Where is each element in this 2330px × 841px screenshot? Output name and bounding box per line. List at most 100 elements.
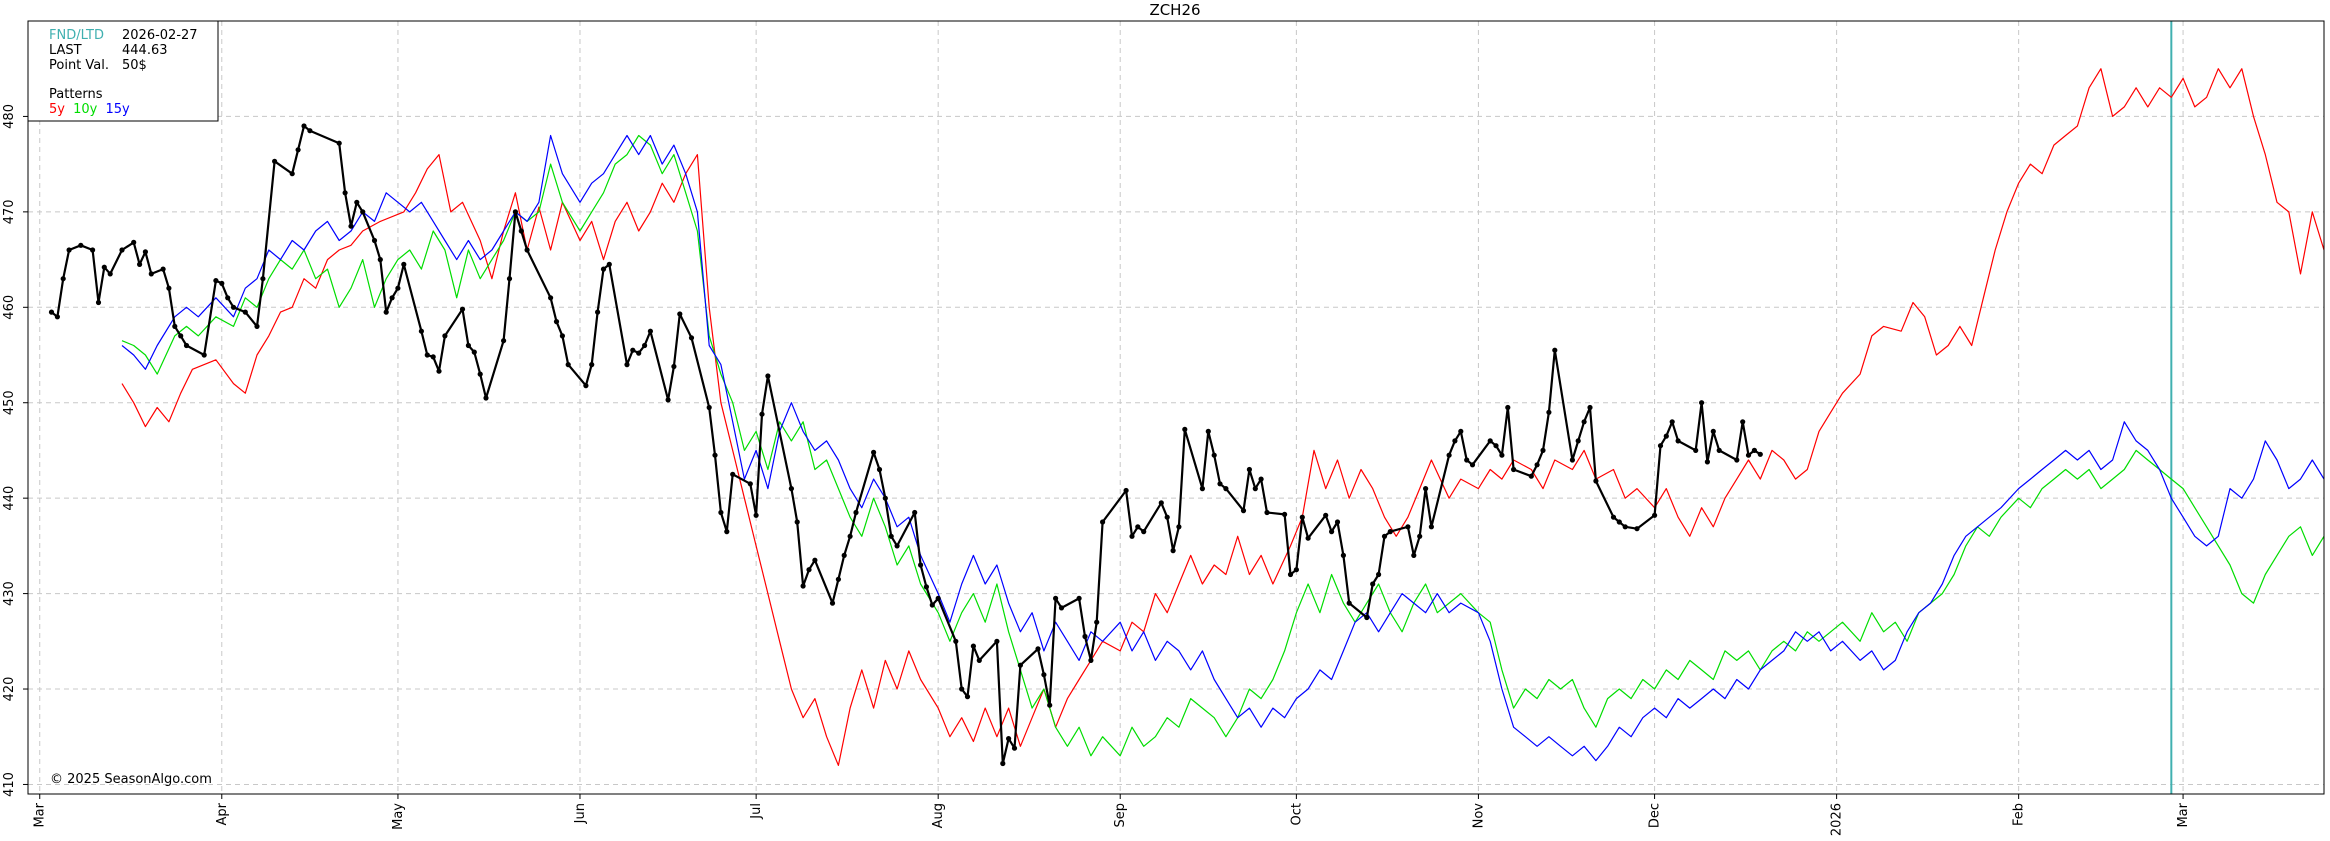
series-price-point-198 [1734,457,1740,463]
series-price-point-7 [101,264,107,270]
series-price-point-59 [553,319,560,325]
series-price-point-169 [1487,438,1493,444]
series-price-point-40 [389,295,395,301]
series-price-point-83 [759,411,765,417]
series-price-point-66 [606,261,612,267]
series-price-point-193 [1693,447,1699,453]
series-price-point-129 [1158,500,1164,506]
series-15y-line [121,134,2325,762]
series-price-point-146 [1293,567,1299,573]
series-price-point-0 [48,309,55,315]
series-price-point-119 [1058,605,1065,611]
series-price-point-147 [1299,514,1305,520]
series-price-point-10 [131,239,137,245]
series-price-point-77 [712,452,718,458]
series-price-point-179 [1569,457,1575,463]
series-price-point-155 [1370,581,1376,587]
series-price-point-91 [835,576,842,582]
x-tick-label-0: Mar [33,802,48,827]
series-price-point-80 [730,471,736,477]
series-price-point-34 [348,223,354,229]
series-group [48,68,2325,767]
series-price-point-92 [841,552,847,559]
series-price-point-37 [371,237,378,244]
series-price-point-120 [1076,595,1082,602]
series-price-point-173 [1511,466,1517,473]
series-price-point-176 [1540,447,1546,453]
series-price-point-182 [1587,404,1593,411]
series-price-point-144 [1282,511,1288,517]
series-price-point-190 [1663,433,1669,439]
info-box: FND/LTD 2026-02-27 LAST 444.63 Point Val… [27,20,219,122]
series-price-point-127 [1135,524,1141,530]
series-price-point-105 [953,638,959,644]
legend-15y: 15y [106,102,131,117]
series-price-point-136 [1211,452,1217,458]
series-price-point-54 [506,276,513,282]
series-price-point-5 [90,247,96,253]
x-tick-label-1: Apr [215,802,230,825]
series-price-point-172 [1505,404,1511,411]
x-tick-label-6: Sep [1113,803,1128,828]
series-price-point-114 [1017,662,1024,668]
info-value-point-val: 50$ [122,58,147,73]
info-label-point-val: Point Val. [49,58,109,73]
series-price-point-90 [829,600,836,606]
series-price-point-165 [1452,438,1458,444]
series-price-point-107 [964,694,971,700]
series-price-point-183 [1593,478,1599,484]
series-price-point-194 [1699,400,1705,406]
series-price-point-178 [1552,347,1558,353]
series-price-point-121 [1082,633,1088,640]
info-value-fnd: 2026-02-27 [122,28,198,43]
series-price-point-14 [160,266,166,272]
series-price-point-60 [559,333,566,339]
series-price-point-125 [1123,487,1129,494]
series-price-point-41 [395,285,401,291]
series-price-point-84 [765,373,771,379]
x-tick-label-10: 2026 [1830,803,1845,836]
series-price-point-149 [1323,512,1329,518]
series-price-point-122 [1088,657,1094,664]
series-price-point-175 [1534,462,1540,468]
series-price-point-13 [148,271,154,277]
x-tick-label-12: Mar [2176,802,2191,827]
series-price-point-189 [1657,443,1664,449]
series-price-point-26 [260,276,266,282]
series-price-point-53 [501,338,507,344]
series-price-point-111 [1000,760,1006,767]
series-price-point-27 [272,158,278,164]
series-price-point-108 [970,643,977,649]
series-price-point-200 [1745,452,1752,458]
series-price-point-48 [459,306,466,312]
series-price-point-64 [595,309,601,315]
series-price-point-8 [107,271,113,277]
series-price-point-103 [929,602,935,608]
series-price-point-123 [1094,619,1100,625]
series-price-point-31 [307,128,313,134]
series-price-point-167 [1464,457,1470,463]
series-price-point-202 [1757,451,1763,457]
series-price-point-143 [1264,509,1270,516]
series-price-point-63 [589,362,595,368]
series-price-point-128 [1141,529,1147,535]
series-price-point-102 [923,584,930,590]
series-price-point-36 [360,209,366,215]
legend-10y: 10y [73,102,98,117]
y-tick-label-480: 480 [2,104,17,129]
series-price-point-81 [747,481,753,487]
series-price-point-154 [1364,614,1370,621]
copyright: © 2025 SeasonAlgo.com [50,772,212,787]
series-price-point-52 [483,395,489,401]
legend-5y: 5y [49,102,65,117]
series-price-point-130 [1164,514,1170,520]
series-price-point-15 [166,285,172,291]
series-price-point-188 [1652,512,1658,518]
series-price-point-86 [794,519,800,525]
series-price-point-133 [1182,426,1188,432]
series-price-point-19 [201,352,207,358]
series-price-point-78 [718,509,724,516]
series-price-point-87 [800,583,806,589]
y-tick-label-440: 440 [2,486,17,511]
